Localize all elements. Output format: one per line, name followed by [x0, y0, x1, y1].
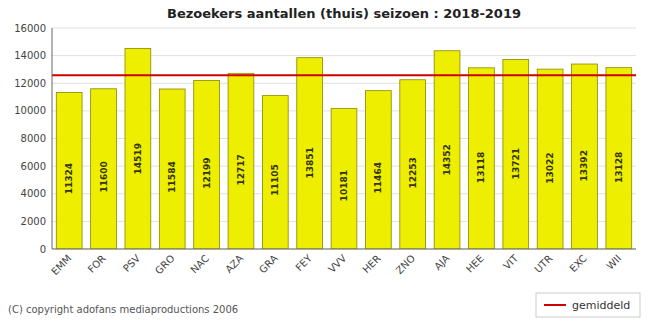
bar — [91, 89, 117, 249]
average-line — [52, 74, 636, 76]
data-label: 13721 — [511, 148, 521, 179]
grid — [52, 28, 636, 249]
title: Bezoekers aantallen (thuis) seizoen : 20… — [167, 6, 521, 21]
bar — [262, 96, 288, 249]
x-tick-label: HER — [360, 253, 383, 276]
legend-frame — [536, 293, 640, 317]
y-tick-label: 4000 — [21, 188, 46, 199]
data-label: 13022 — [545, 152, 555, 183]
bar — [434, 51, 460, 249]
x-tick-label: GRA — [257, 253, 280, 276]
y-axis — [52, 28, 53, 249]
data-label: 14352 — [442, 144, 452, 175]
x-tick-label: WII — [604, 253, 623, 272]
data-label: 13851 — [305, 147, 315, 178]
data-label: 11324 — [64, 163, 74, 194]
x-axis — [52, 249, 636, 250]
x-tick-label: HEE — [464, 253, 486, 275]
x-tick-label: VIT — [501, 252, 521, 272]
x-tick-label: AZA — [223, 253, 245, 275]
data-label: 12253 — [408, 157, 418, 188]
annotation: (C) copyright adofans mediaproductions 2… — [8, 304, 238, 315]
bar — [572, 64, 598, 249]
data-label: 12199 — [202, 158, 212, 189]
grid-line — [52, 249, 636, 250]
data-label: 11464 — [373, 162, 383, 193]
y-tick-label: 14000 — [14, 50, 46, 61]
legend-label: gemiddeld — [572, 299, 630, 312]
y-tick-label: 6000 — [21, 161, 46, 172]
legend-swatch — [544, 304, 566, 306]
data-label: 11105 — [270, 164, 280, 195]
data-label: 13392 — [579, 150, 589, 181]
x-tick-label: EMM — [49, 253, 73, 277]
x-tick-label: GRO — [153, 253, 177, 277]
legend: gemiddeld — [536, 293, 640, 317]
x-tick-label: EXC — [567, 253, 589, 275]
data-label: 11600 — [99, 161, 109, 192]
bar — [365, 91, 391, 249]
bar — [125, 48, 151, 249]
bar — [228, 73, 254, 249]
x-tick-label: NAC — [188, 253, 211, 276]
data-label: 13128 — [614, 152, 624, 183]
y-tick-label: 8000 — [21, 133, 46, 144]
bar — [331, 108, 357, 249]
bar — [503, 59, 529, 249]
bar — [297, 58, 323, 249]
data-label: 12717 — [236, 154, 246, 185]
y-tick-label: 2000 — [21, 216, 46, 227]
bar — [159, 89, 185, 249]
bar — [537, 69, 563, 249]
x-tick-label: AJA — [432, 253, 452, 273]
bar — [469, 68, 495, 249]
y-tick-label: 12000 — [14, 78, 46, 89]
bar — [400, 80, 426, 249]
y-tick-label: 0 — [40, 244, 46, 255]
bars — [52, 48, 636, 249]
bar — [194, 81, 220, 249]
y-tick-label: 16000 — [14, 23, 46, 34]
x-tick-label: PSV — [121, 253, 142, 274]
x-tick-label: VVV — [326, 253, 348, 275]
data-label: 10181 — [339, 170, 349, 201]
bar — [56, 93, 82, 249]
x-tick-label: FOR — [86, 253, 108, 275]
x-tick-label: ZNO — [394, 253, 418, 277]
data-label: 11584 — [167, 161, 177, 192]
chart: Bezoekers aantallen (thuis) seizoen : 20… — [0, 0, 648, 321]
grid-line — [52, 28, 636, 29]
data-label: 14519 — [133, 143, 143, 174]
y-tick-label: 10000 — [14, 105, 46, 116]
bar — [606, 68, 632, 249]
data-label: 13118 — [476, 152, 486, 183]
x-tick-label: UTR — [532, 253, 554, 275]
x-tick-label: FEY — [293, 252, 314, 273]
